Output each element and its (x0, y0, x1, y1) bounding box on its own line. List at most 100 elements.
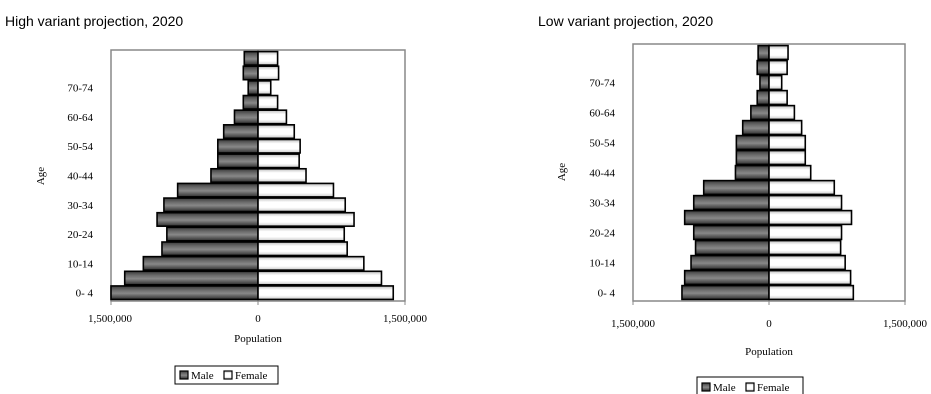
bar-female-10-14 (257, 255, 365, 271)
legend: Male Female (696, 376, 804, 394)
bar-male-5-9 (683, 269, 770, 286)
bar-female-25-29 (768, 209, 853, 226)
y-tick-label: 0- 4 (76, 288, 94, 300)
y-tick-label: 30-34 (589, 198, 615, 210)
y-tick-label: 50-54 (589, 138, 615, 150)
bar-female-0-4 (768, 284, 855, 301)
bar-female-65-69 (257, 94, 279, 110)
y-tick-label: 20-24 (67, 229, 93, 241)
bar-female-60-64 (257, 109, 288, 125)
x-tick-label: 1,500,000 (383, 313, 428, 325)
bar-female-50-54 (257, 138, 301, 154)
y-tick-label: 20-24 (589, 228, 615, 240)
legend-swatch-female (745, 382, 755, 392)
chart-title: Low variant projection, 2020 (538, 13, 713, 29)
bar-female-40-44 (257, 167, 307, 184)
legend-label-male: Male (191, 370, 214, 382)
legend-swatch-male (179, 370, 189, 380)
bar-female-15-19 (768, 239, 842, 256)
bars-group (110, 50, 395, 301)
y-tick-labels: 0- 4 10-14 20-24 30-34 40-44 50-54 60-64 70-74 (67, 83, 93, 300)
bar-male-5-9 (123, 270, 259, 286)
bar-male-40-44 (210, 167, 259, 184)
bar-male-60-64 (750, 104, 770, 121)
bar-female-0-4 (257, 285, 395, 301)
bar-male-15-19 (694, 239, 770, 256)
bar-female-45-49 (257, 153, 300, 169)
legend-swatch-female (223, 370, 233, 380)
bar-female-30-34 (768, 194, 843, 211)
chart-low-variant: Low variant projection, 2020 0- 4 10-14 20… (538, 13, 928, 394)
bar-male-25-29 (156, 211, 259, 227)
chart-high-variant: High variant projection, 2020 0- 4 10-14 2… (5, 13, 428, 385)
x-axis-label: Population (745, 346, 793, 358)
x-tick-label: 1,500,000 (883, 318, 928, 330)
bar-male-35-39 (176, 182, 259, 198)
bar-female-25-29 (257, 211, 355, 227)
y-tick-label: 10-14 (67, 258, 93, 270)
bars-group (681, 44, 855, 301)
bar-male-75-79 (756, 59, 770, 76)
legend-label-female: Female (235, 370, 267, 382)
bar-female-60-64 (768, 104, 796, 121)
bar-female-45-49 (768, 149, 807, 166)
bar-female-80+ (257, 50, 279, 66)
bar-female-65-69 (768, 89, 788, 106)
bar-female-40-44 (768, 164, 812, 181)
bar-female-15-19 (257, 241, 348, 257)
y-tick-label: 0- 4 (598, 288, 616, 300)
bar-female-70-74 (257, 80, 272, 96)
y-tick-label: 60-64 (589, 108, 615, 120)
x-tick-label: 0 (255, 313, 261, 325)
bar-male-45-49 (735, 149, 770, 166)
bar-female-35-39 (257, 182, 335, 198)
bar-female-5-9 (768, 269, 852, 286)
bar-male-60-64 (233, 109, 259, 125)
y-tick-label: 70-74 (589, 78, 615, 90)
bar-male-35-39 (702, 179, 770, 196)
y-tick-label: 30-34 (67, 200, 93, 212)
bar-male-50-54 (217, 138, 259, 154)
bar-female-10-14 (768, 254, 846, 271)
y-tick-labels: 0- 4 10-14 20-24 30-34 40-44 50-54 60-64 70-74 (589, 78, 615, 300)
bar-male-10-14 (142, 255, 259, 271)
bar-male-15-19 (161, 241, 259, 257)
bar-male-80+ (243, 50, 259, 66)
legend-label-female: Female (757, 382, 789, 394)
bar-female-20-24 (768, 224, 843, 241)
bar-male-40-44 (734, 164, 770, 181)
bar-female-55-59 (257, 124, 296, 140)
bar-male-65-69 (242, 94, 259, 110)
y-tick-label: 40-44 (67, 171, 93, 183)
bar-male-20-24 (692, 224, 770, 241)
bar-female-75-79 (768, 59, 788, 76)
bar-male-0-4 (681, 284, 770, 301)
bar-female-75-79 (257, 65, 280, 81)
bar-male-55-59 (222, 124, 259, 140)
bar-female-55-59 (768, 119, 803, 136)
bar-male-0-4 (110, 285, 259, 301)
y-tick-label: 10-14 (589, 258, 615, 270)
legend: Male Female (174, 365, 279, 385)
bar-female-30-34 (257, 197, 347, 213)
bar-male-55-59 (741, 119, 770, 136)
bar-male-65-69 (756, 89, 770, 106)
bar-male-70-74 (247, 80, 259, 96)
y-axis-label: Age (556, 163, 568, 181)
bar-male-30-34 (163, 197, 259, 213)
x-tick-label: 1,500,000 (88, 313, 133, 325)
x-tick-label: 0 (766, 318, 772, 330)
bar-female-80+ (768, 44, 789, 61)
legend-label-male: Male (713, 382, 736, 394)
y-tick-label: 60-64 (67, 112, 93, 124)
bar-female-20-24 (257, 226, 346, 242)
bar-male-70-74 (759, 74, 770, 91)
legend-swatch-male (701, 382, 711, 392)
bar-female-5-9 (257, 270, 383, 286)
y-tick-label: 70-74 (67, 83, 93, 95)
bar-female-70-74 (768, 74, 783, 91)
bar-female-35-39 (768, 179, 836, 196)
bar-male-75-79 (242, 65, 259, 81)
y-tick-label: 40-44 (589, 168, 615, 180)
